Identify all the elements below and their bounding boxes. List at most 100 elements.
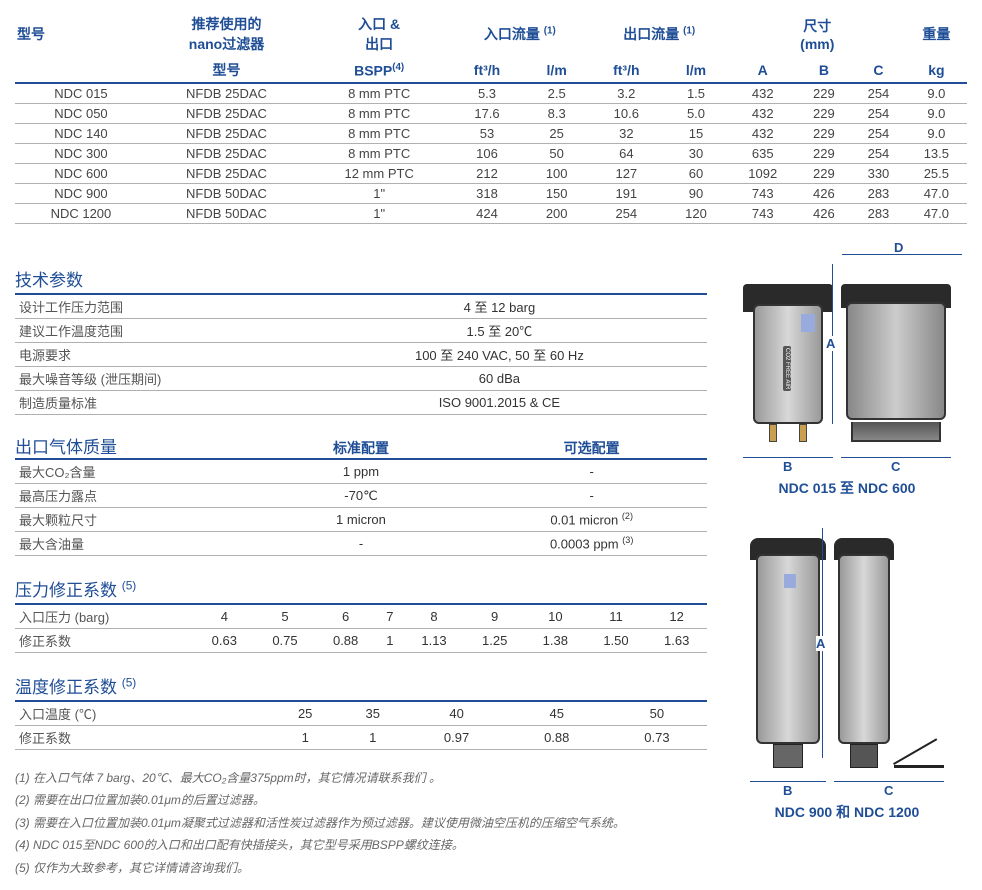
table-cell: 0.75 <box>255 629 316 653</box>
diagram-top-caption: NDC 015 至 NDC 600 <box>779 478 916 498</box>
table-cell: 212 <box>450 164 524 184</box>
footnote: (1) 在入口气体 7 barg、20℃、最大CO₂含量375ppm时，其它情况… <box>15 768 707 788</box>
pressure-cf-title-text: 压力修正系数 <box>15 581 122 600</box>
table-cell: 254 <box>851 124 906 144</box>
table-cell: NFDB 25DAC <box>145 104 308 124</box>
table-cell: 1.5 至 20℃ <box>292 319 707 343</box>
table-cell: 5.0 <box>663 104 729 124</box>
table-cell: 1" <box>308 184 450 204</box>
table-cell: 0.88 <box>507 726 607 750</box>
table-cell: 1 ppm <box>246 460 477 484</box>
table-cell: 1 micron <box>246 508 477 532</box>
table-cell: 9.0 <box>906 124 967 144</box>
table-cell: 229 <box>797 144 852 164</box>
table-cell: 13.5 <box>906 144 967 164</box>
table-cell: 15 <box>663 124 729 144</box>
table-row: 最大含油量-0.0003 ppm (3) <box>15 532 707 556</box>
table-cell: 635 <box>729 144 797 164</box>
table-cell: - <box>476 484 707 508</box>
footnote: (3) 需要在入口位置加装0.01μm凝聚式过滤器和活性炭过滤器作为预过滤器。建… <box>15 813 707 833</box>
table-cell: 1.5 <box>663 83 729 104</box>
diagram-bottom: B A C <box>727 528 967 822</box>
table-cell: NFDB 50DAC <box>145 204 308 224</box>
table-cell: 1.13 <box>404 629 465 653</box>
table-cell: 17.6 <box>450 104 524 124</box>
table-cell: NFDB 25DAC <box>145 124 308 144</box>
outlet-quality-title: 出口气体质量 <box>15 433 246 458</box>
main-header-row-1: 型号推荐使用的 nano过滤器入口 & 出口入口流量 (1)出口流量 (1)尺寸… <box>15 10 967 58</box>
table-cell: 229 <box>797 83 852 104</box>
table-cell: 120 <box>663 204 729 224</box>
table-row: 修正系数0.630.750.8811.131.251.381.501.63 <box>15 629 707 653</box>
table-row: 最大颗粒尺寸1 micron0.01 micron (2) <box>15 508 707 532</box>
table-cell: - <box>476 460 707 484</box>
table-row: 修正系数110.970.880.73 <box>15 726 707 750</box>
table-cell: 最大含油量 <box>15 532 246 556</box>
table-cell: 318 <box>450 184 524 204</box>
table-cell: 432 <box>729 104 797 124</box>
main-hdr2-cell: ft³/h <box>450 58 524 83</box>
table-cell: 10.6 <box>590 104 664 124</box>
temp-cf-table: 入口温度 (℃)2535404550修正系数110.970.880.73 <box>15 702 707 750</box>
main-hdr1-cell: 型号 <box>15 10 145 58</box>
main-hdr1-cell: 入口流量 (1) <box>450 10 589 58</box>
main-hdr2-cell: ft³/h <box>590 58 664 83</box>
table-cell: 1.25 <box>464 629 525 653</box>
table-cell: 最大噪音等级 (泄压期间) <box>15 367 292 391</box>
table-cell: 90 <box>663 184 729 204</box>
table-cell: 35 <box>339 702 407 726</box>
outlet-quality-table: 最大CO₂含量1 ppm-最高压力露点-70℃-最大颗粒尺寸1 micron0.… <box>15 460 707 556</box>
outlet-std-col: 标准配置 <box>246 438 477 458</box>
dim-d-label: D <box>894 240 903 255</box>
table-cell: 修正系数 <box>15 629 194 653</box>
table-cell: 191 <box>590 184 664 204</box>
footnote: (4) NDC 015至NDC 600的入口和出口配有快插接头，其它型号采用BS… <box>15 835 707 855</box>
table-cell: 5 <box>255 605 316 629</box>
table-cell: 229 <box>797 124 852 144</box>
table-cell: 12 <box>646 605 707 629</box>
table-cell: 426 <box>797 184 852 204</box>
table-cell: 4 <box>194 605 255 629</box>
dim-b-label-bot: B <box>783 783 792 798</box>
table-cell: 330 <box>851 164 906 184</box>
dim-c-label-bot: C <box>884 783 893 798</box>
left-column: 技术参数 设计工作压力范围4 至 12 barg建议工作温度范围1.5 至 20… <box>15 264 707 880</box>
table-cell: 432 <box>729 124 797 144</box>
table-row: 最高压力露点-70℃- <box>15 484 707 508</box>
main-hdr2-cell <box>15 58 145 83</box>
table-cell: 254 <box>851 83 906 104</box>
table-cell: 设计工作压力范围 <box>15 295 292 319</box>
table-row: NDC 600NFDB 25DAC12 mm PTC21210012760109… <box>15 164 967 184</box>
table-cell: 电源要求 <box>15 343 292 367</box>
table-cell: NDC 1200 <box>15 204 145 224</box>
main-header-row-2: 型号BSPP(4)ft³/hl/mft³/hl/mABCkg <box>15 58 967 83</box>
pressure-cf-title: 压力修正系数 (5) <box>15 574 707 605</box>
table-cell: NDC 300 <box>15 144 145 164</box>
table-cell: 入口压力 (barg) <box>15 605 194 629</box>
footnotes: (1) 在入口气体 7 barg、20℃、最大CO₂含量375ppm时，其它情况… <box>15 768 707 878</box>
table-cell: 修正系数 <box>15 726 271 750</box>
table-cell: NDC 900 <box>15 184 145 204</box>
table-cell: 8 mm PTC <box>308 83 450 104</box>
table-cell: 25 <box>271 702 339 726</box>
table-row: 入口压力 (barg)456789101112 <box>15 605 707 629</box>
diagram-bottom-caption: NDC 900 和 NDC 1200 <box>775 802 920 822</box>
main-hdr1-cell: 尺寸 (mm) <box>729 10 906 58</box>
table-cell: 0.88 <box>315 629 376 653</box>
dim-b-label-top: B <box>783 459 792 474</box>
main-hdr2-cell: l/m <box>663 58 729 83</box>
table-cell: 50 <box>524 144 590 164</box>
table-cell: 50 <box>607 702 707 726</box>
table-cell: 100 至 240 VAC, 50 至 60 Hz <box>292 343 707 367</box>
table-cell: 254 <box>851 144 906 164</box>
table-row: 设计工作压力范围4 至 12 barg <box>15 295 707 319</box>
dim-c-label-top: C <box>891 459 900 474</box>
main-hdr2-cell: l/m <box>524 58 590 83</box>
table-cell: 47.0 <box>906 184 967 204</box>
table-cell: 30 <box>663 144 729 164</box>
table-cell: 8.3 <box>524 104 590 124</box>
table-cell: 4 至 12 barg <box>292 295 707 319</box>
table-cell: 8 mm PTC <box>308 104 450 124</box>
table-cell: 12 mm PTC <box>308 164 450 184</box>
table-cell: 53 <box>450 124 524 144</box>
